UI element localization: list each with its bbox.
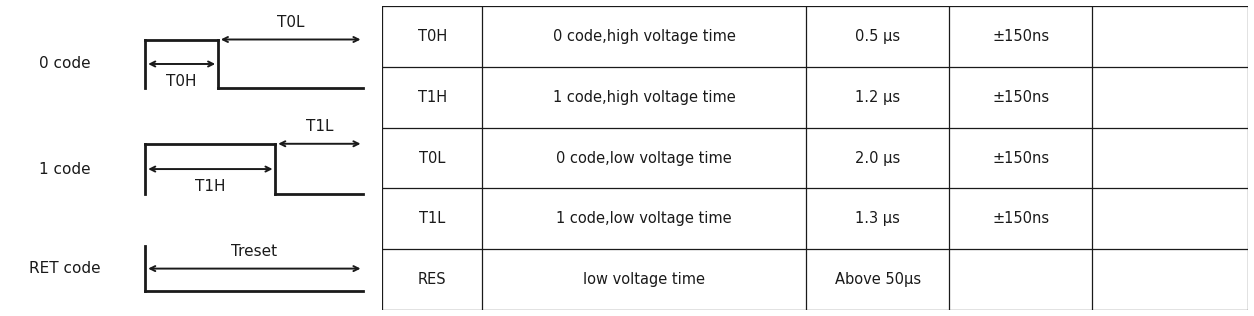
- Text: 0 code,high voltage time: 0 code,high voltage time: [553, 29, 736, 44]
- Text: 0 code,low voltage time: 0 code,low voltage time: [557, 150, 732, 166]
- Text: ±150ns: ±150ns: [992, 150, 1050, 166]
- Text: T1L: T1L: [306, 119, 334, 134]
- Text: T0L: T0L: [419, 150, 445, 166]
- Text: 1.3 μs: 1.3 μs: [855, 211, 900, 226]
- Text: T0H: T0H: [418, 29, 446, 44]
- Text: low voltage time: low voltage time: [583, 272, 705, 287]
- Text: T0L: T0L: [277, 15, 305, 30]
- Text: 1 code: 1 code: [39, 161, 90, 177]
- Text: ±150ns: ±150ns: [992, 90, 1050, 105]
- Text: RES: RES: [418, 272, 446, 287]
- Text: 1 code,high voltage time: 1 code,high voltage time: [553, 90, 736, 105]
- Text: ±150ns: ±150ns: [992, 29, 1050, 44]
- Text: T1L: T1L: [419, 211, 445, 226]
- Text: T1H: T1H: [196, 179, 226, 194]
- Text: T1H: T1H: [418, 90, 446, 105]
- Text: Treset: Treset: [231, 244, 277, 259]
- Text: 2.0 μs: 2.0 μs: [855, 150, 900, 166]
- Text: 0 code: 0 code: [39, 57, 90, 71]
- Text: Above 50μs: Above 50μs: [835, 272, 920, 287]
- Text: ±150ns: ±150ns: [992, 211, 1050, 226]
- Text: 1.2 μs: 1.2 μs: [855, 90, 900, 105]
- Text: 1 code,low voltage time: 1 code,low voltage time: [557, 211, 732, 226]
- Text: 0.5 μs: 0.5 μs: [855, 29, 900, 44]
- Text: T0H: T0H: [167, 74, 197, 89]
- Text: RET code: RET code: [29, 261, 100, 276]
